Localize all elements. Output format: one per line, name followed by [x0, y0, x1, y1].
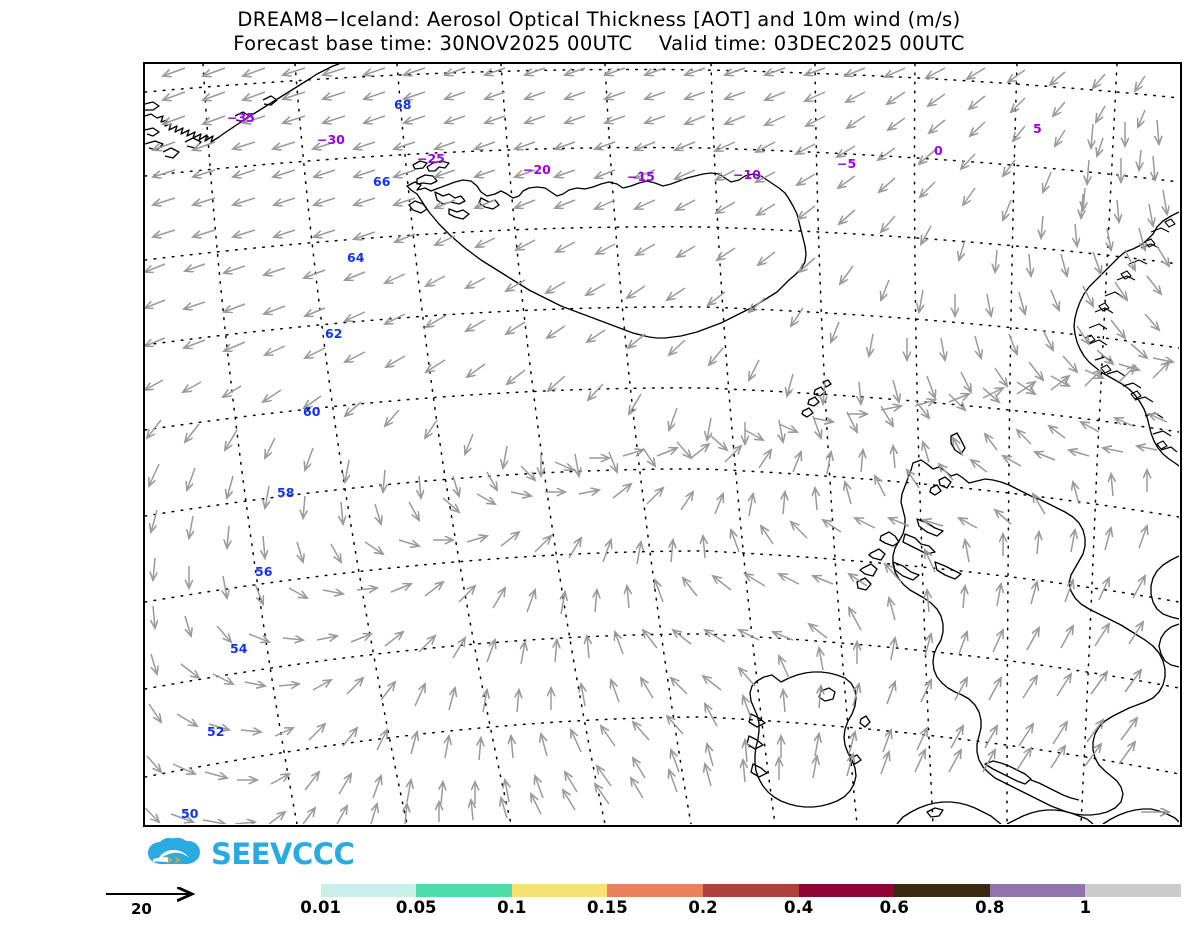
colorbar-tick-7: 0.8: [975, 898, 1005, 917]
colorbar-tick-6: 0.6: [879, 898, 909, 917]
colorbar-segment-4: [607, 884, 703, 897]
colorbar-segment-6: [798, 884, 895, 897]
seevccc-logo: SEEVCCC: [146, 834, 355, 874]
latitude-label-4: 60: [303, 404, 321, 419]
colorbar-tick-3: 0.15: [587, 898, 628, 917]
aot-colorbar-ticklabels: 0.01 0.05 0.1 0.15 0.2 0.4 0.6 0.8 1: [225, 898, 1181, 922]
longitude-label-7: 0: [934, 143, 943, 158]
colorbar-segment-5: [702, 884, 799, 897]
latitude-label-2: 64: [347, 250, 365, 265]
latitude-label-7: 54: [230, 641, 248, 656]
longitude-label-8: 5: [1033, 121, 1042, 136]
wind-vector-field: [145, 67, 1173, 824]
coastlines: [145, 64, 1179, 824]
latitude-label-1: 66: [373, 174, 391, 189]
logo-text: SEEVCCC: [211, 836, 355, 871]
chart-subtitle: Forecast base time: 30NOV2025 00UTC Vali…: [233, 32, 965, 55]
chevron-icon: [166, 856, 173, 864]
colorbar-segment-2: [416, 884, 512, 897]
chart-title-block: DREAM8−Iceland: Aerosol Optical Thicknes…: [0, 8, 1198, 56]
colorbar-segment-8: [989, 884, 1086, 897]
longitude-label-2: −25: [417, 151, 445, 166]
wind-scale-label: 20: [131, 900, 152, 918]
colorbar-tick-8: 1: [1079, 898, 1092, 917]
latitude-label-5: 58: [277, 485, 295, 500]
chevron-icon: [174, 856, 181, 864]
colorbar-tick-0: 0.01: [300, 898, 341, 917]
colorbar-segment-9: [1085, 884, 1181, 897]
longitude-label-0: −35: [227, 110, 255, 125]
colorbar-segment-1: [320, 884, 417, 897]
colorbar-tick-4: 0.2: [688, 898, 718, 917]
colorbar-tick-2: 0.1: [497, 898, 527, 917]
longitude-label-3: −20: [523, 162, 551, 177]
colorbar-segment-0: [225, 884, 321, 897]
map-panel[interactable]: −35 −30 −25 −20 −15 −10 −5 0 5 68 66 64 62 60 58 56 54 5…: [143, 62, 1182, 827]
colorbar-tick-1: 0.05: [395, 898, 437, 917]
latitude-label-0: 68: [394, 97, 412, 112]
longitude-label-4: −15: [627, 169, 655, 184]
longitude-label-1: −30: [317, 132, 345, 147]
aot-colorbar[interactable]: [225, 884, 1181, 897]
longitude-label-6: −5: [837, 156, 857, 171]
wind-scale-reference: 20: [104, 886, 210, 924]
latitude-label-9: 50: [181, 806, 199, 821]
latitude-label-3: 62: [325, 326, 343, 341]
page-title: DREAM8−Iceland: Aerosol Optical Thicknes…: [237, 8, 961, 31]
latitude-label-8: 52: [207, 724, 225, 739]
longitude-label-5: −10: [733, 167, 761, 182]
latitude-label-6: 56: [255, 564, 273, 579]
colorbar-segment-3: [511, 884, 608, 897]
cloud-icon: [148, 837, 200, 864]
wind-scale-arrow-icon: [106, 886, 210, 906]
colorbar-segment-7: [894, 884, 990, 897]
colorbar-tick-5: 0.4: [783, 898, 814, 917]
map-graphic: [145, 64, 1179, 824]
